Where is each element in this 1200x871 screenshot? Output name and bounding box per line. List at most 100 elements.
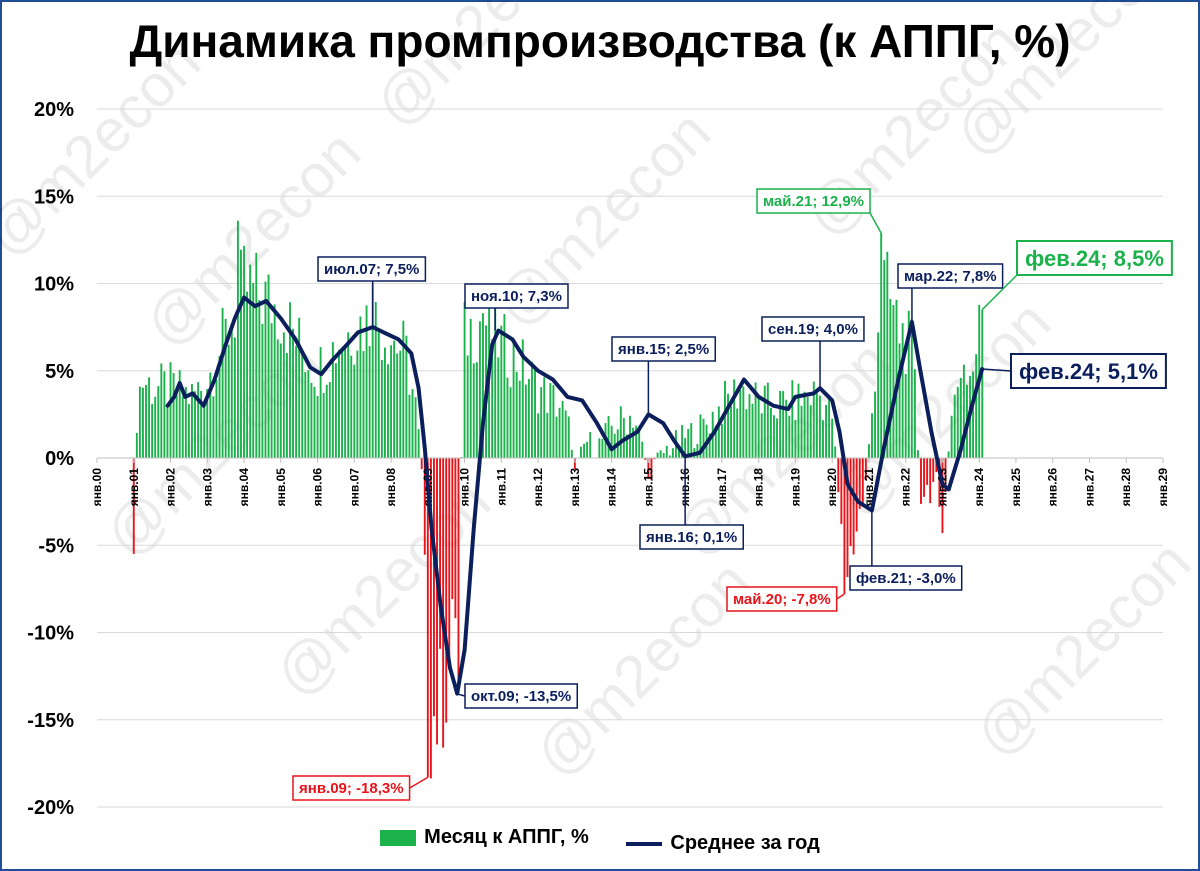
bar [610, 425, 613, 458]
x-tick-label: янв.11 [494, 468, 508, 506]
bar [224, 318, 227, 458]
bar [920, 458, 922, 504]
bar [393, 340, 396, 458]
bar [469, 318, 472, 458]
bar [564, 410, 567, 458]
bar [310, 382, 313, 458]
bar [448, 458, 451, 671]
annotation-label: фев.24; 5,1% [1019, 359, 1158, 384]
annotation-label: май.20; -7,8% [733, 591, 831, 608]
bar [374, 302, 377, 458]
bar [763, 385, 766, 458]
bar [426, 458, 429, 778]
bar [883, 260, 886, 458]
bar [852, 458, 855, 555]
bar [944, 458, 947, 492]
bar [273, 304, 276, 458]
annotation-label: янв.09; -18,3% [299, 780, 404, 797]
annotation-12: фев.24; 5,1% [982, 353, 1167, 389]
annotation-box [611, 336, 716, 362]
y-tick-label: 20% [34, 99, 74, 121]
bar [230, 326, 233, 458]
bar [203, 403, 206, 458]
bar [681, 425, 684, 458]
bar [717, 406, 720, 458]
bar [460, 456, 463, 458]
bar [402, 320, 405, 458]
y-tick-label: -5% [38, 535, 74, 557]
bar [151, 403, 154, 458]
bar [261, 323, 264, 458]
bar [371, 283, 374, 458]
bar [586, 441, 589, 458]
bar [647, 458, 650, 479]
bar [776, 418, 778, 458]
bar [509, 387, 512, 458]
bar [236, 220, 239, 458]
bar [785, 399, 788, 458]
bar [524, 384, 527, 458]
bar [252, 282, 255, 458]
bar [567, 416, 570, 458]
x-tick-label: янв.10 [458, 468, 472, 507]
bar [601, 439, 604, 458]
bar [730, 406, 733, 458]
watermark-4: @m2econ [522, 548, 763, 789]
annotation-2: янв.15; 2,5% [611, 336, 716, 415]
annotation-label: янв.15; 2,5% [618, 341, 709, 358]
bar [246, 291, 249, 458]
bar [454, 458, 457, 619]
bar [779, 390, 782, 458]
bar [313, 386, 316, 458]
bar [815, 393, 818, 458]
bar [797, 383, 800, 458]
watermark-9: @m2econ [962, 528, 1200, 769]
bar [898, 343, 901, 458]
x-tick-label: янв.08 [384, 468, 398, 507]
bar [874, 391, 877, 458]
bar [696, 444, 699, 458]
x-tick-label: янв.28 [1119, 468, 1133, 507]
annotation-box [761, 316, 865, 342]
bar [301, 350, 304, 458]
x-tick-label: янв.19 [788, 468, 802, 507]
bar [264, 281, 267, 458]
bar [531, 361, 533, 458]
bar [491, 339, 494, 458]
bar [521, 339, 524, 458]
bar [436, 458, 438, 745]
bar [347, 332, 350, 458]
annotation-layer: июл.07; 7,5% ноя.10; 7,3% янв.15; 2,5% янв.… [292, 188, 1173, 801]
annotation-11: фев.24; 8,5% [981, 240, 1173, 311]
bar [638, 429, 641, 458]
annotation-box [464, 283, 569, 309]
bar [221, 307, 224, 458]
bar [864, 458, 867, 481]
bar [886, 251, 889, 458]
bar [794, 419, 797, 458]
bar [475, 362, 478, 458]
bar [754, 382, 757, 458]
bar [344, 345, 347, 458]
bar [641, 441, 644, 458]
bar [583, 443, 586, 458]
bar [503, 313, 506, 458]
x-tick-label: янв.06 [311, 468, 325, 507]
bar [445, 458, 448, 723]
legend-swatch-bars [380, 829, 417, 846]
bar [950, 415, 953, 458]
bar [736, 408, 739, 458]
chart-title: Динамика промпроизводства (к АППГ, %) [129, 15, 1071, 67]
bar [727, 393, 729, 458]
bar [356, 350, 359, 458]
annotation-label: сен.19; 4,0% [768, 321, 858, 338]
annotation-label: мар.22; 7,8% [904, 268, 997, 285]
bar [926, 458, 929, 485]
bar [699, 414, 702, 458]
bar [975, 354, 978, 458]
bar [653, 458, 656, 460]
bar [650, 458, 653, 481]
bar [482, 313, 484, 458]
bar [218, 355, 221, 458]
bar [871, 413, 873, 458]
